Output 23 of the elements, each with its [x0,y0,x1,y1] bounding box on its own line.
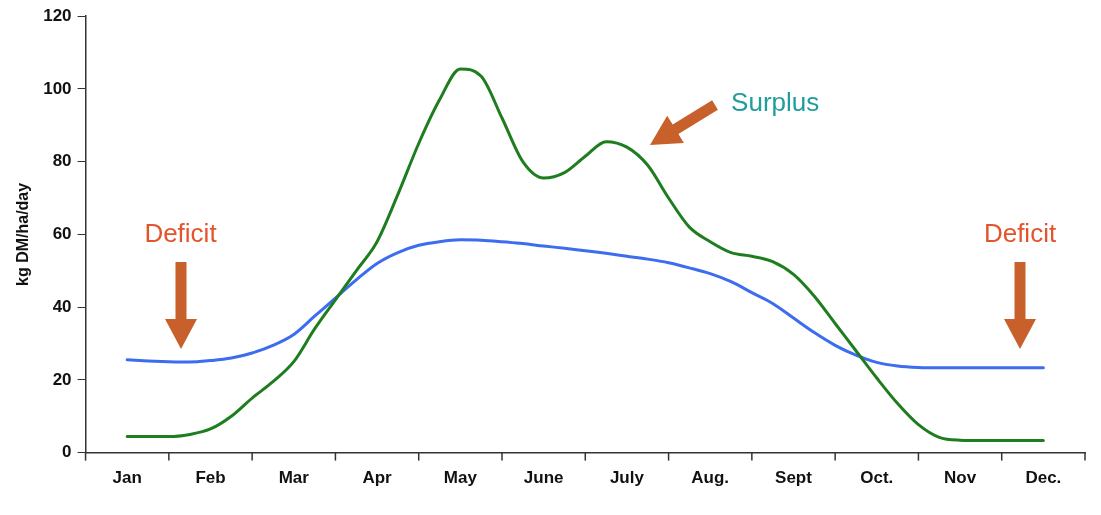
x-tick-label: Dec. [1025,468,1062,488]
y-tick-label: 20 [52,369,72,389]
x-tick-label: Aug. [691,468,730,488]
x-tick-label: Mar [278,468,310,488]
y-tick-label: 100 [43,78,72,98]
x-tick-label: Apr [362,468,393,488]
x-tick-label: Feb [195,468,226,488]
x-tick-label: Jan [112,468,142,488]
x-tick-label: June [523,468,564,488]
x-tick-label: Nov [944,468,977,488]
y-tick-label: 120 [43,5,72,25]
x-tick-label: July [609,468,645,488]
annotation: Deficit [144,217,218,248]
annotation: Surplus [731,86,820,117]
y-tick-label: 80 [52,151,72,171]
annotation: Deficit [983,217,1057,248]
y-tick-label: 40 [52,296,72,316]
y-tick-label: 0 [62,442,72,462]
x-tick-label: Oct. [860,468,894,488]
x-tick-label: Sept [775,468,813,488]
x-tick-label: May [443,468,478,488]
y-axis-title: kg DM/ha/day [14,182,32,286]
y-tick-label: 60 [52,224,72,244]
